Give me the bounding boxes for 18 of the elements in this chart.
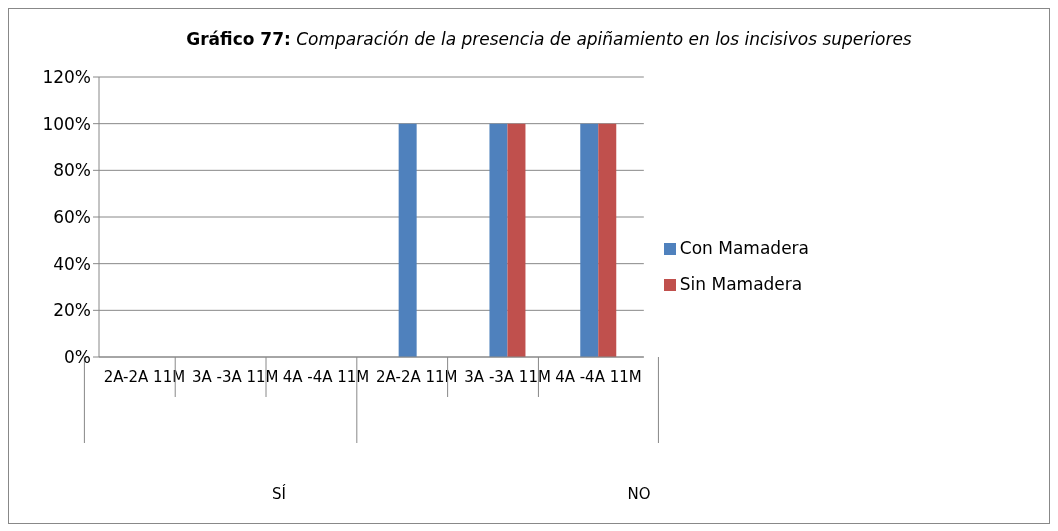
text: NO <box>626 485 652 503</box>
legend-label: Sin Mamadera <box>679 274 803 294</box>
y-tick-label: 100% <box>42 113 91 134</box>
text: SÍ <box>271 485 287 503</box>
y-tick-label: 0% <box>64 347 91 368</box>
x-tick-label: 4A -4A 11M <box>282 368 370 386</box>
chart-title: Gráfico 77: Comparación de la presencia de apiñamiento en los incisivos superiores <box>186 29 912 49</box>
y-tick-label: 20% <box>53 300 91 321</box>
x-tick-label: 3A -3A 11M <box>191 368 279 386</box>
x-tick-label: 2A-2A 11M <box>376 368 458 386</box>
y-tick-label: 60% <box>53 207 91 228</box>
y-tick-label: 80% <box>53 160 91 181</box>
x-tick-label: 4A -4A 11M <box>555 368 642 386</box>
y-tick-label: 120% <box>42 67 91 88</box>
x-tick-label: 3A -3A 11M <box>464 368 551 386</box>
x-tick-label: 2A-2A 11M <box>103 368 186 386</box>
legend-label: Con Mamadera <box>679 238 809 258</box>
y-tick-label: 40% <box>53 253 91 274</box>
